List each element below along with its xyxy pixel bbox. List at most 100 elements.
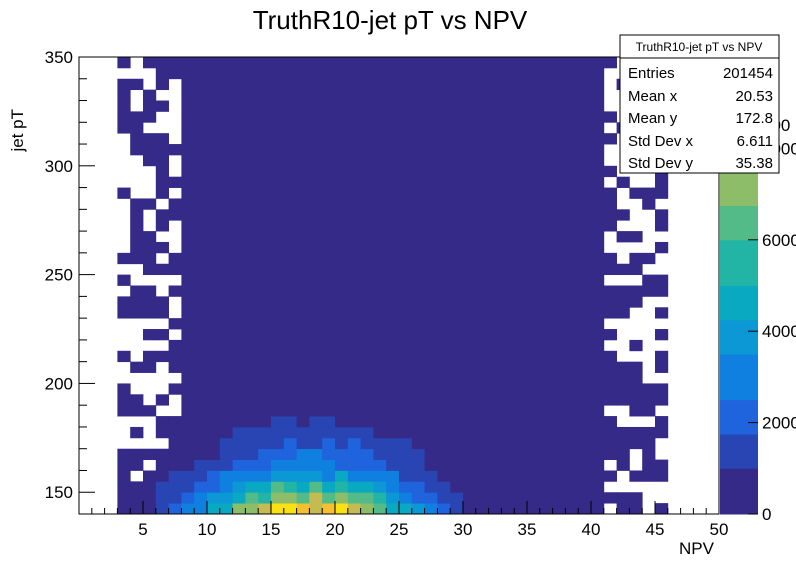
heatmap-cell	[258, 448, 272, 460]
heatmap-cell	[565, 231, 579, 243]
heatmap-cell	[258, 285, 272, 297]
heatmap-cell	[322, 154, 336, 167]
heatmap-cell	[565, 405, 579, 417]
heatmap-cell	[488, 470, 502, 482]
heatmap-cell	[322, 231, 336, 243]
y-tick-label: 150	[45, 483, 73, 502]
heatmap-cell	[514, 481, 528, 493]
heatmap-cell	[245, 459, 259, 471]
heatmap-cell	[194, 383, 208, 395]
heatmap-cell	[245, 285, 259, 297]
heatmap-cell	[437, 285, 451, 297]
heatmap-cell	[258, 405, 272, 417]
heatmap-cell	[130, 252, 144, 265]
heatmap-cell	[565, 78, 579, 91]
heatmap-cell	[245, 307, 259, 319]
heatmap-cell	[411, 416, 425, 428]
heatmap-cell	[424, 405, 438, 417]
heatmap-cell	[424, 350, 438, 363]
heatmap-cell	[437, 144, 451, 156]
heatmap-cell	[539, 67, 553, 80]
heatmap-cell	[207, 57, 221, 69]
heatmap-cell	[424, 339, 438, 352]
heatmap-cell	[271, 252, 285, 265]
heatmap-cell	[424, 67, 438, 80]
heatmap-cell	[130, 220, 144, 232]
stats-label-mean-x: Mean x	[628, 88, 678, 105]
heatmap-cell	[386, 318, 400, 330]
heatmap-cell	[565, 220, 579, 232]
heatmap-cell	[463, 111, 477, 123]
heatmap-cell	[399, 57, 413, 69]
heatmap-cell	[245, 274, 259, 286]
heatmap-cell	[155, 296, 169, 308]
heatmap-cell	[475, 67, 489, 80]
heatmap-cell	[283, 231, 297, 243]
heatmap-cell	[578, 241, 592, 254]
heatmap-cell	[450, 307, 464, 319]
heatmap-cell	[501, 383, 515, 395]
heatmap-cell	[411, 459, 425, 471]
x-tick-label: 5	[138, 520, 147, 539]
heatmap-cell	[386, 437, 400, 450]
heatmap-cell	[539, 100, 553, 112]
x-tick-label: 20	[326, 520, 345, 539]
heatmap-cell	[501, 426, 515, 439]
heatmap-cell	[309, 329, 323, 341]
heatmap-cell	[488, 437, 502, 450]
heatmap-cell	[309, 57, 323, 69]
heatmap-cell	[194, 154, 208, 167]
heatmap-cell	[539, 57, 553, 69]
heatmap-cell	[411, 144, 425, 156]
heatmap-cell	[437, 231, 451, 243]
heatmap-cell	[386, 100, 400, 112]
heatmap-cell	[207, 133, 221, 145]
heatmap-cell	[207, 372, 221, 384]
heatmap-cell	[399, 274, 413, 286]
heatmap-cell	[194, 67, 208, 80]
heatmap-cell	[207, 274, 221, 286]
heatmap-cell	[578, 176, 592, 188]
heatmap-cell	[655, 285, 669, 297]
heatmap-cell	[386, 285, 400, 297]
heatmap-cell	[501, 372, 515, 384]
heatmap-cell	[347, 459, 361, 471]
heatmap-cell	[591, 426, 605, 439]
heatmap-cell	[360, 241, 374, 254]
heatmap-cell	[437, 78, 451, 91]
heatmap-cell	[155, 100, 169, 112]
heatmap-cell	[450, 426, 464, 439]
heatmap-cell	[424, 78, 438, 91]
heatmap-cell	[424, 492, 438, 504]
heatmap-cell	[463, 405, 477, 417]
heatmap-cell	[399, 383, 413, 395]
heatmap-cell	[527, 241, 541, 254]
heatmap-cell	[629, 339, 643, 352]
x-tick-label: 40	[582, 520, 601, 539]
heatmap-cell	[322, 241, 336, 254]
heatmap-cell	[322, 100, 336, 112]
heatmap-cell	[591, 285, 605, 297]
heatmap-cell	[527, 187, 541, 199]
heatmap-cell	[386, 426, 400, 439]
heatmap-cell	[450, 416, 464, 428]
heatmap-cell	[539, 383, 553, 395]
heatmap-cell	[475, 241, 489, 254]
heatmap-cell	[450, 241, 464, 254]
heatmap-cell	[283, 252, 297, 265]
heatmap-cell	[565, 339, 579, 352]
heatmap-cell	[245, 437, 259, 450]
heatmap-cell	[219, 67, 233, 80]
heatmap-cell	[347, 394, 361, 406]
heatmap-cell	[322, 57, 336, 69]
heatmap-cell	[642, 437, 656, 450]
heatmap-cell	[629, 437, 643, 450]
heatmap-cell	[655, 187, 669, 199]
heatmap-cell	[335, 187, 349, 199]
heatmap-cell	[642, 252, 656, 265]
heatmap-cell	[168, 176, 182, 188]
heatmap-cell	[514, 307, 528, 319]
heatmap-cell	[616, 448, 630, 460]
heatmap-cell	[552, 339, 566, 352]
heatmap-cell	[616, 394, 630, 406]
